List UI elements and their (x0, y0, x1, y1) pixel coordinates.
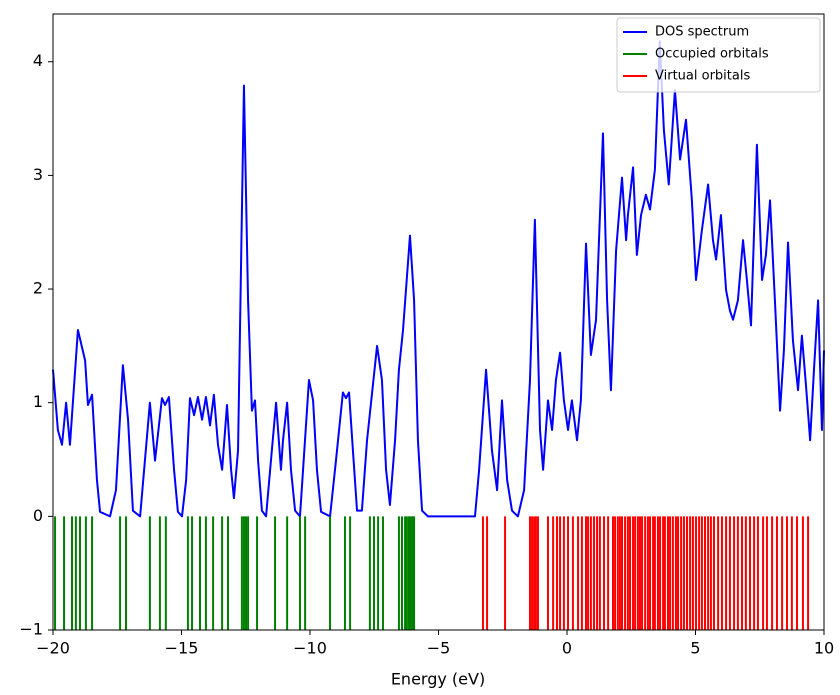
x-tick-label: −20 (36, 639, 70, 658)
x-tick-label: 0 (562, 639, 572, 658)
y-tick-label: 1 (33, 392, 43, 411)
x-tick-label: 5 (690, 639, 700, 658)
legend-label: Occupied orbitals (655, 47, 769, 62)
x-tick-label: −5 (427, 639, 451, 658)
legend-label: Virtual orbitals (655, 69, 750, 84)
legend-box (616, 17, 821, 93)
x-tick-label: 10 (814, 639, 834, 658)
y-tick-label: −1 (19, 620, 43, 639)
y-tick-label: 0 (33, 506, 43, 525)
legend: DOS spectrum Occupied orbitals Virtual orb… (616, 17, 821, 93)
x-tick-label: −15 (165, 639, 199, 658)
x-tick-label: −10 (293, 639, 327, 658)
legend-label: DOS spectrum (655, 25, 749, 40)
y-tick-label: 4 (33, 51, 43, 70)
y-tick-label: 2 (33, 279, 43, 298)
y-tick-label: 3 (33, 165, 43, 184)
plot-area (52, 40, 825, 630)
dos-line (52, 40, 825, 518)
x-axis-label: Energy (eV) (391, 670, 485, 689)
